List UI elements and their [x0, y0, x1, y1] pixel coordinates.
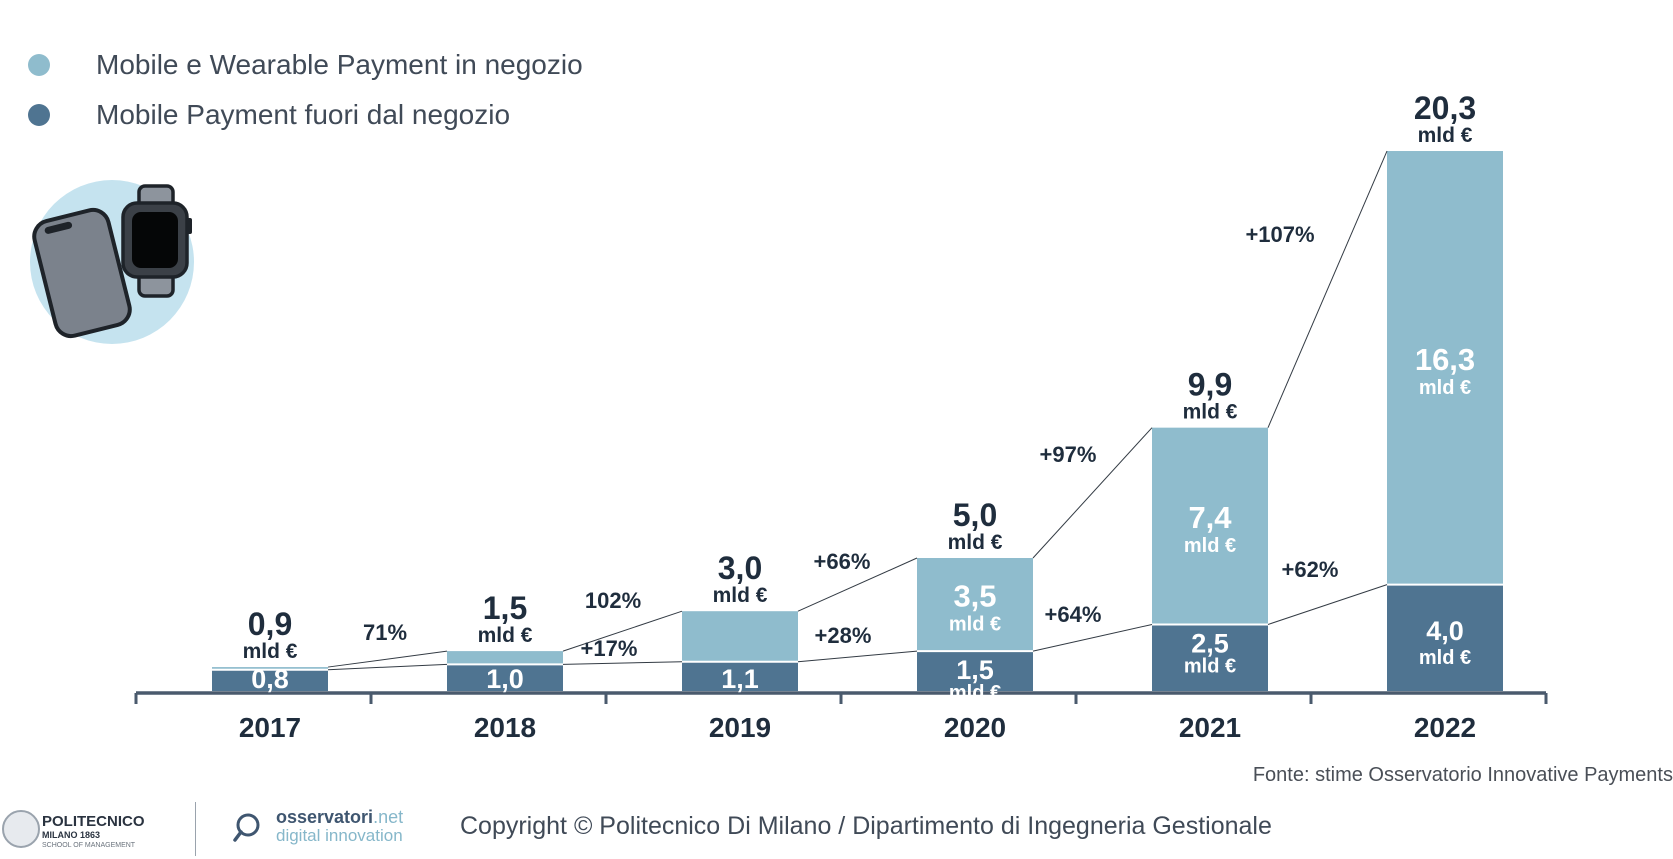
- bar-in-store-2022: [1387, 151, 1503, 585]
- connector-total-2018-2019: [562, 610, 683, 652]
- osservatori-logo: osservatori.net digital innovation: [276, 808, 403, 844]
- politecnico-school: SCHOOL OF MANAGEMENT: [42, 842, 136, 849]
- osservatori-logo-icon: [233, 813, 260, 842]
- total-value-2022: 20,3: [1414, 90, 1476, 126]
- bar-out-of-store-2019: [682, 661, 798, 691]
- bars: [212, 151, 1503, 691]
- legend-swatch-in-store: [28, 54, 50, 76]
- bar-out-of-store-2017: [212, 669, 328, 691]
- osservatori-tagline: digital innovation: [276, 826, 403, 845]
- out-of-store-unit-2021: mld €: [1184, 656, 1236, 678]
- bar-in-store-2021: [1152, 427, 1268, 625]
- out-of-store-value-2022: 4,0: [1426, 616, 1464, 646]
- total-value-2018: 1,5: [483, 590, 527, 626]
- out-of-store-unit-2020: mld €: [949, 682, 1001, 704]
- smartphone-icon: [32, 207, 132, 339]
- politecnico-logo: POLITECNICO MILANO 1863 SCHOOL OF MANAGE…: [42, 814, 145, 849]
- out-of-store-value-2019: 1,1: [721, 664, 759, 694]
- total-unit-2018: mld €: [478, 624, 533, 647]
- phone-watch-illustration: [30, 180, 194, 344]
- x-tick-label-2019: 2019: [709, 712, 771, 743]
- out-of-store-value-2017: 0,8: [251, 664, 289, 694]
- legend: Mobile e Wearable Payment in negozio Mob…: [28, 40, 583, 140]
- growth-total-2020: +66%: [814, 549, 871, 574]
- politecnico-city: MILANO 1863: [42, 830, 101, 840]
- x-axis: [134, 691, 1548, 704]
- growth-out-of-store-2022: +62%: [1282, 557, 1339, 582]
- connector-out-of-store-2021-2022: [1267, 584, 1388, 625]
- total-unit-2022: mld €: [1418, 124, 1473, 147]
- legend-label-out-of-store: Mobile Payment fuori dal negozio: [96, 99, 511, 130]
- total-unit-2021: mld €: [1183, 401, 1238, 424]
- connector-total-2017-2018: [327, 650, 448, 668]
- bar-out-of-store-2021: [1152, 624, 1268, 691]
- growth-total-2021: +97%: [1040, 442, 1097, 467]
- total-value-2019: 3,0: [718, 550, 762, 586]
- total-unit-2017: mld €: [243, 640, 298, 663]
- legend-swatch-out-of-store: [28, 104, 50, 126]
- legend-label-in-store: Mobile e Wearable Payment in negozio: [96, 49, 583, 80]
- politecnico-seal-icon: [2, 810, 40, 848]
- x-tick-label-2018: 2018: [474, 712, 536, 743]
- legend-item-out-of-store: Mobile Payment fuori dal negozio: [28, 90, 583, 140]
- in-store-value-2021: 7,4: [1188, 500, 1232, 535]
- in-store-unit-2020: mld €: [949, 614, 1001, 636]
- out-of-store-value-2021: 2,5: [1191, 629, 1229, 659]
- growth-connectors: [327, 150, 1388, 671]
- bar-in-store-2020: [917, 558, 1033, 652]
- bar-out-of-store-2018: [447, 664, 563, 691]
- smartwatch-icon: [121, 184, 192, 298]
- bar-in-store-2019: [682, 611, 798, 662]
- total-unit-2019: mld €: [713, 584, 768, 607]
- x-tick-label-2017: 2017: [239, 712, 301, 743]
- growth-out-of-store-2021: +64%: [1045, 602, 1102, 627]
- connector-total-2020-2021: [1032, 427, 1153, 559]
- footer: POLITECNICO MILANO 1863 SCHOOL OF MANAGE…: [0, 798, 1673, 859]
- in-store-value-2020: 3,5: [953, 579, 996, 614]
- bar-out-of-store-2022: [1387, 584, 1503, 691]
- source-note: Fonte: stime Osservatorio Innovative Pay…: [1252, 764, 1673, 786]
- growth-total-2022: +107%: [1245, 222, 1314, 247]
- in-store-unit-2021: mld €: [1184, 535, 1236, 557]
- bar-in-store-2018: [447, 651, 563, 665]
- politecnico-name: POLITECNICO: [42, 813, 145, 830]
- connector-out-of-store-2020-2021: [1032, 624, 1153, 652]
- growth-out-of-store-2019: +17%: [581, 636, 638, 661]
- connector-out-of-store-2017-2018: [327, 663, 448, 671]
- x-tick-label-2022: 2022: [1414, 712, 1476, 743]
- total-value-2017: 0,9: [248, 606, 292, 642]
- legend-item-in-store: Mobile e Wearable Payment in negozio: [28, 40, 583, 90]
- total-value-2020: 5,0: [953, 497, 997, 533]
- bar-in-store-2017: [212, 667, 328, 670]
- out-of-store-value-2018: 1,0: [486, 664, 524, 694]
- connector-out-of-store-2019-2020: [797, 650, 918, 663]
- connector-total-2021-2022: [1267, 150, 1388, 428]
- total-unit-2020: mld €: [948, 531, 1003, 554]
- growth-out-of-store-2020: +28%: [815, 623, 872, 648]
- growth-total-2019: 102%: [585, 588, 641, 613]
- total-value-2021: 9,9: [1188, 367, 1232, 403]
- osservatori-suffix: .net: [373, 807, 404, 827]
- x-tick-label-2021: 2021: [1179, 712, 1241, 743]
- out-of-store-unit-2022: mld €: [1419, 647, 1471, 669]
- copyright-text: Copyright © Politecnico Di Milano / Dipa…: [460, 812, 1272, 840]
- in-store-value-2022: 16,3: [1415, 342, 1475, 377]
- growth-total-2018: 71%: [363, 620, 407, 645]
- footer-divider: [195, 802, 196, 856]
- osservatori-name: osservatori: [276, 807, 374, 827]
- connector-total-2019-2020: [797, 557, 918, 612]
- x-tick-label-2020: 2020: [944, 712, 1006, 743]
- in-store-unit-2022: mld €: [1419, 377, 1471, 399]
- out-of-store-value-2020: 1,5: [956, 655, 994, 685]
- bar-out-of-store-2020: [917, 651, 1033, 691]
- connector-out-of-store-2018-2019: [562, 661, 683, 665]
